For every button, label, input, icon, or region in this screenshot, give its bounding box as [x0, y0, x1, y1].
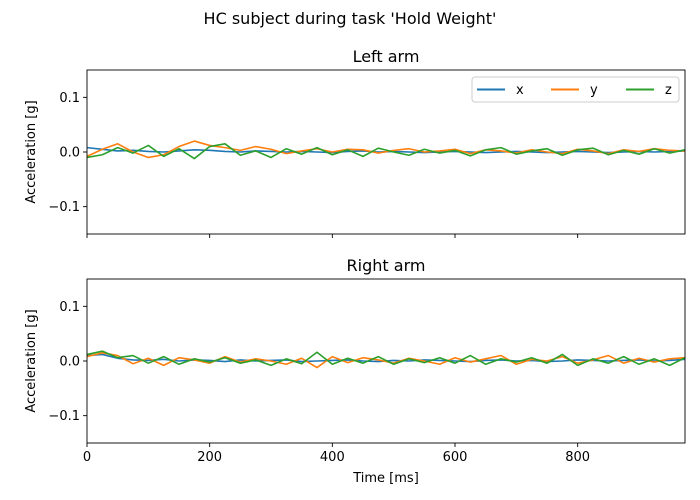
- left-arm-ytick-label: 0.1: [59, 91, 80, 106]
- right-arm-ytick-label: 0.1: [59, 300, 80, 315]
- right-arm-xtick-label: 0: [83, 450, 91, 465]
- left-arm-title: Left arm: [353, 47, 420, 66]
- right-arm-xtick-label: 400: [320, 450, 345, 465]
- right-arm-xtick-label: 200: [197, 450, 222, 465]
- legend-label-y: y: [590, 83, 598, 98]
- left-arm-ylabel: Acceleration [g]: [24, 100, 39, 203]
- left-arm-series-group: [87, 140, 685, 160]
- left-arm-subplot: Left arm −0.1 0.0 0.1 Acceleration [g] x y z: [24, 47, 686, 238]
- legend-label-x: x: [516, 83, 524, 98]
- right-arm-title: Right arm: [347, 256, 426, 275]
- left-arm-ytick-label: −0.1: [48, 200, 80, 215]
- legend-label-z: z: [665, 83, 672, 98]
- right-arm-ytick-label: 0.0: [59, 355, 80, 370]
- legend: x y z: [471, 76, 680, 103]
- left-arm-series-z-line: [87, 143, 685, 160]
- right-arm-xtick-label: 800: [565, 450, 590, 465]
- right-arm-ytick-label: −0.1: [48, 409, 80, 424]
- figure-title: HC subject during task 'Hold Weight': [204, 9, 497, 28]
- right-arm-series-z-line: [87, 350, 685, 367]
- right-arm-ylabel: Acceleration [g]: [24, 309, 39, 412]
- left-arm-ytick-label: 0.0: [59, 146, 80, 161]
- right-arm-xtick-label: 600: [443, 450, 468, 465]
- right-arm-xlabel: Time [ms]: [352, 471, 419, 486]
- left-arm-series-y-line: [87, 140, 685, 159]
- right-arm-subplot: Right arm 0 200 400 600 800 −0.1 0.0 0.1 Accelera…: [24, 256, 686, 486]
- right-arm-series-group: [87, 350, 685, 369]
